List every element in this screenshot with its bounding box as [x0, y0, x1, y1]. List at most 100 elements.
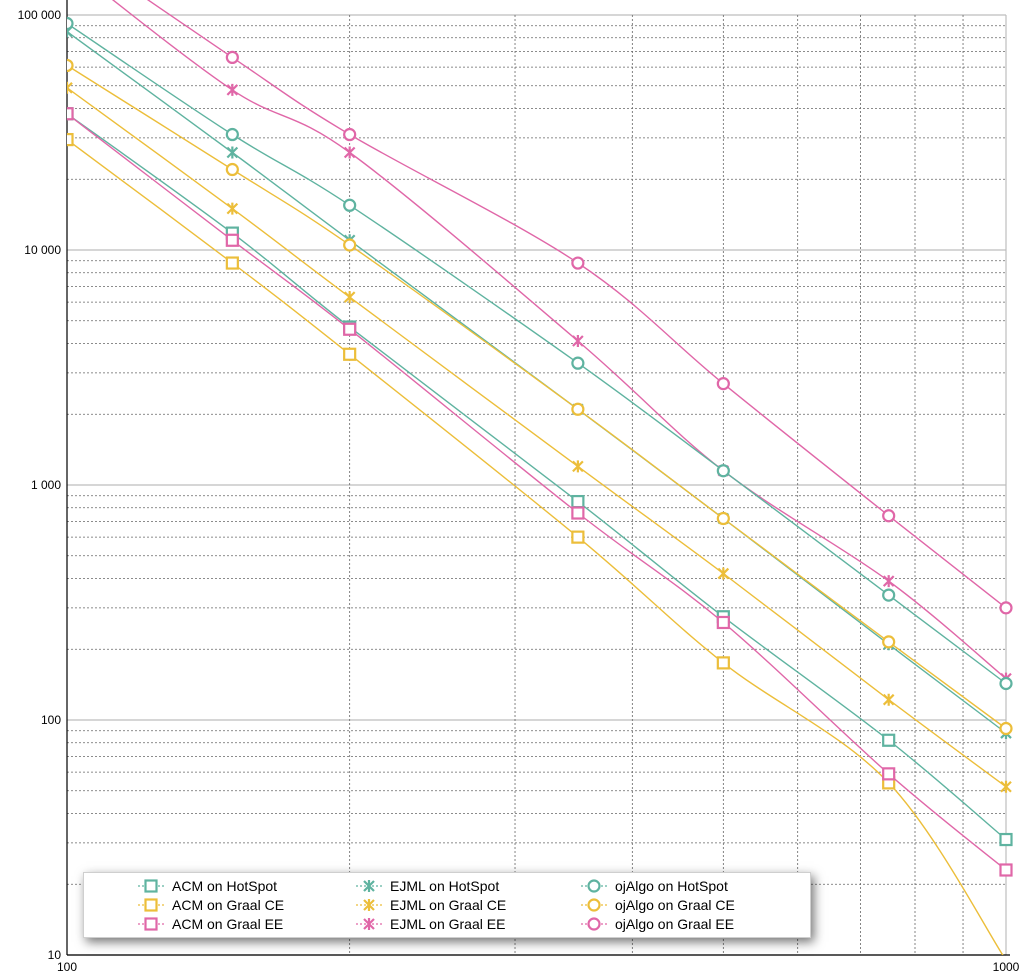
- data-point: [882, 733, 896, 747]
- legend-item: EJML on Graal CE: [354, 895, 506, 914]
- data-point: [716, 656, 730, 670]
- legend-label: ojAlgo on Graal CE: [615, 896, 735, 913]
- data-point: [67, 107, 74, 121]
- data-point: [343, 127, 357, 142]
- legend-swatch: [581, 916, 607, 931]
- data-point: [226, 202, 239, 215]
- data-point: [343, 322, 357, 336]
- data-point: [999, 676, 1013, 691]
- legend-item: EJML on HotSpot: [354, 876, 506, 895]
- legend-swatch-marker: [144, 916, 158, 931]
- legend-swatch: [356, 917, 382, 930]
- data-point: [572, 334, 584, 347]
- data-point: [571, 256, 585, 270]
- data-point: [716, 377, 730, 391]
- y-tick-label: 100: [41, 713, 61, 727]
- legend-label: ojAlgo on Graal EE: [615, 915, 735, 932]
- data-point: [343, 198, 357, 212]
- data-point: [225, 256, 239, 270]
- data-point: [716, 464, 730, 478]
- data-point: [572, 460, 584, 473]
- data-point: [225, 162, 239, 177]
- legend-swatch-marker: [144, 878, 158, 893]
- data-point: [716, 511, 730, 526]
- data-point: [571, 402, 585, 416]
- grid: [67, 14, 1007, 956]
- series-2: [67, 107, 1013, 877]
- legend-swatch-marker: [587, 897, 601, 912]
- data-point: [882, 575, 895, 588]
- legend-swatch-marker: [144, 897, 158, 912]
- data-point: [882, 509, 896, 523]
- data-point: [343, 291, 356, 304]
- series-line: [67, 64, 1007, 730]
- legend-label: ojAlgo on HotSpot: [615, 877, 728, 894]
- data-point: [999, 601, 1013, 615]
- legend-item: ojAlgo on Graal CE: [579, 895, 735, 914]
- legend-swatch: [138, 878, 164, 893]
- legend-swatch-marker: [363, 917, 375, 930]
- series-3: [67, 25, 1012, 740]
- data-point: [999, 721, 1013, 736]
- series-5: [111, 0, 1012, 685]
- data-point: [67, 81, 73, 94]
- x-tick-label: 100: [57, 960, 77, 974]
- data-point: [1000, 780, 1012, 793]
- data-point: [67, 58, 74, 73]
- y-tick-label: 10: [48, 948, 62, 962]
- data-point: [226, 146, 239, 159]
- data-point: [343, 347, 357, 361]
- legend-label: ACM on Graal EE: [172, 915, 284, 932]
- legend: ACM on HotSpot ACM on Graal CE ACM on Graa…: [83, 872, 811, 938]
- series-line: [146, 0, 1007, 609]
- series-8: [146, 0, 1013, 615]
- data-point: [716, 615, 730, 630]
- legend-swatch: [356, 879, 382, 892]
- data-point: [882, 767, 896, 781]
- legend-column: ojAlgo on HotSpot ojAlgo on Graal CE ojAlg…: [579, 876, 735, 933]
- data-point: [67, 132, 74, 147]
- data-point: [343, 238, 357, 252]
- legend-swatch-marker: [363, 879, 375, 892]
- data-point: [571, 506, 585, 520]
- legend-label: EJML on Graal CE: [390, 896, 507, 913]
- data-point: [882, 693, 895, 706]
- legend-item: ojAlgo on HotSpot: [579, 876, 735, 895]
- data-point: [226, 83, 239, 96]
- series-4: [67, 81, 1012, 793]
- series-line: [67, 31, 1007, 734]
- data-point: [571, 356, 585, 370]
- legend-item: EJML on Graal EE: [354, 914, 506, 933]
- series-line: [67, 22, 1007, 685]
- data-point: [343, 146, 356, 159]
- legend-swatch: [581, 878, 607, 893]
- legend-swatch: [138, 916, 164, 931]
- data-point: [225, 233, 239, 247]
- legend-label: ACM on Graal CE: [172, 896, 285, 913]
- legend-swatch-marker: [587, 878, 601, 893]
- data-point: [67, 16, 74, 31]
- data-point: [999, 832, 1013, 847]
- data-point: [717, 567, 730, 580]
- data-point: [225, 127, 239, 142]
- x-tick-label: 1000: [993, 960, 1020, 974]
- legend-item: ACM on HotSpot: [136, 876, 284, 895]
- y-tick-label: 1 000: [31, 478, 61, 492]
- series-6: [67, 16, 1013, 691]
- legend-label: EJML on Graal EE: [390, 915, 506, 932]
- legend-swatch: [581, 897, 607, 912]
- legend-item: ACM on Graal EE: [136, 914, 284, 933]
- y-tick-label: 10 000: [24, 243, 61, 257]
- series-1: [67, 132, 1004, 955]
- legend-swatch-marker: [363, 898, 375, 911]
- series-line: [67, 139, 1004, 955]
- series-group: [67, 0, 1013, 955]
- axes: [66, 0, 1010, 956]
- y-tick-label: 100 000: [18, 8, 62, 22]
- legend-label: ACM on HotSpot: [172, 877, 278, 894]
- legend-column: EJML on HotSpot EJML on Graal CE EJML on G…: [354, 876, 506, 933]
- legend-swatch: [138, 897, 164, 912]
- legend-column: ACM on HotSpot ACM on Graal CE ACM on Graa…: [136, 876, 284, 933]
